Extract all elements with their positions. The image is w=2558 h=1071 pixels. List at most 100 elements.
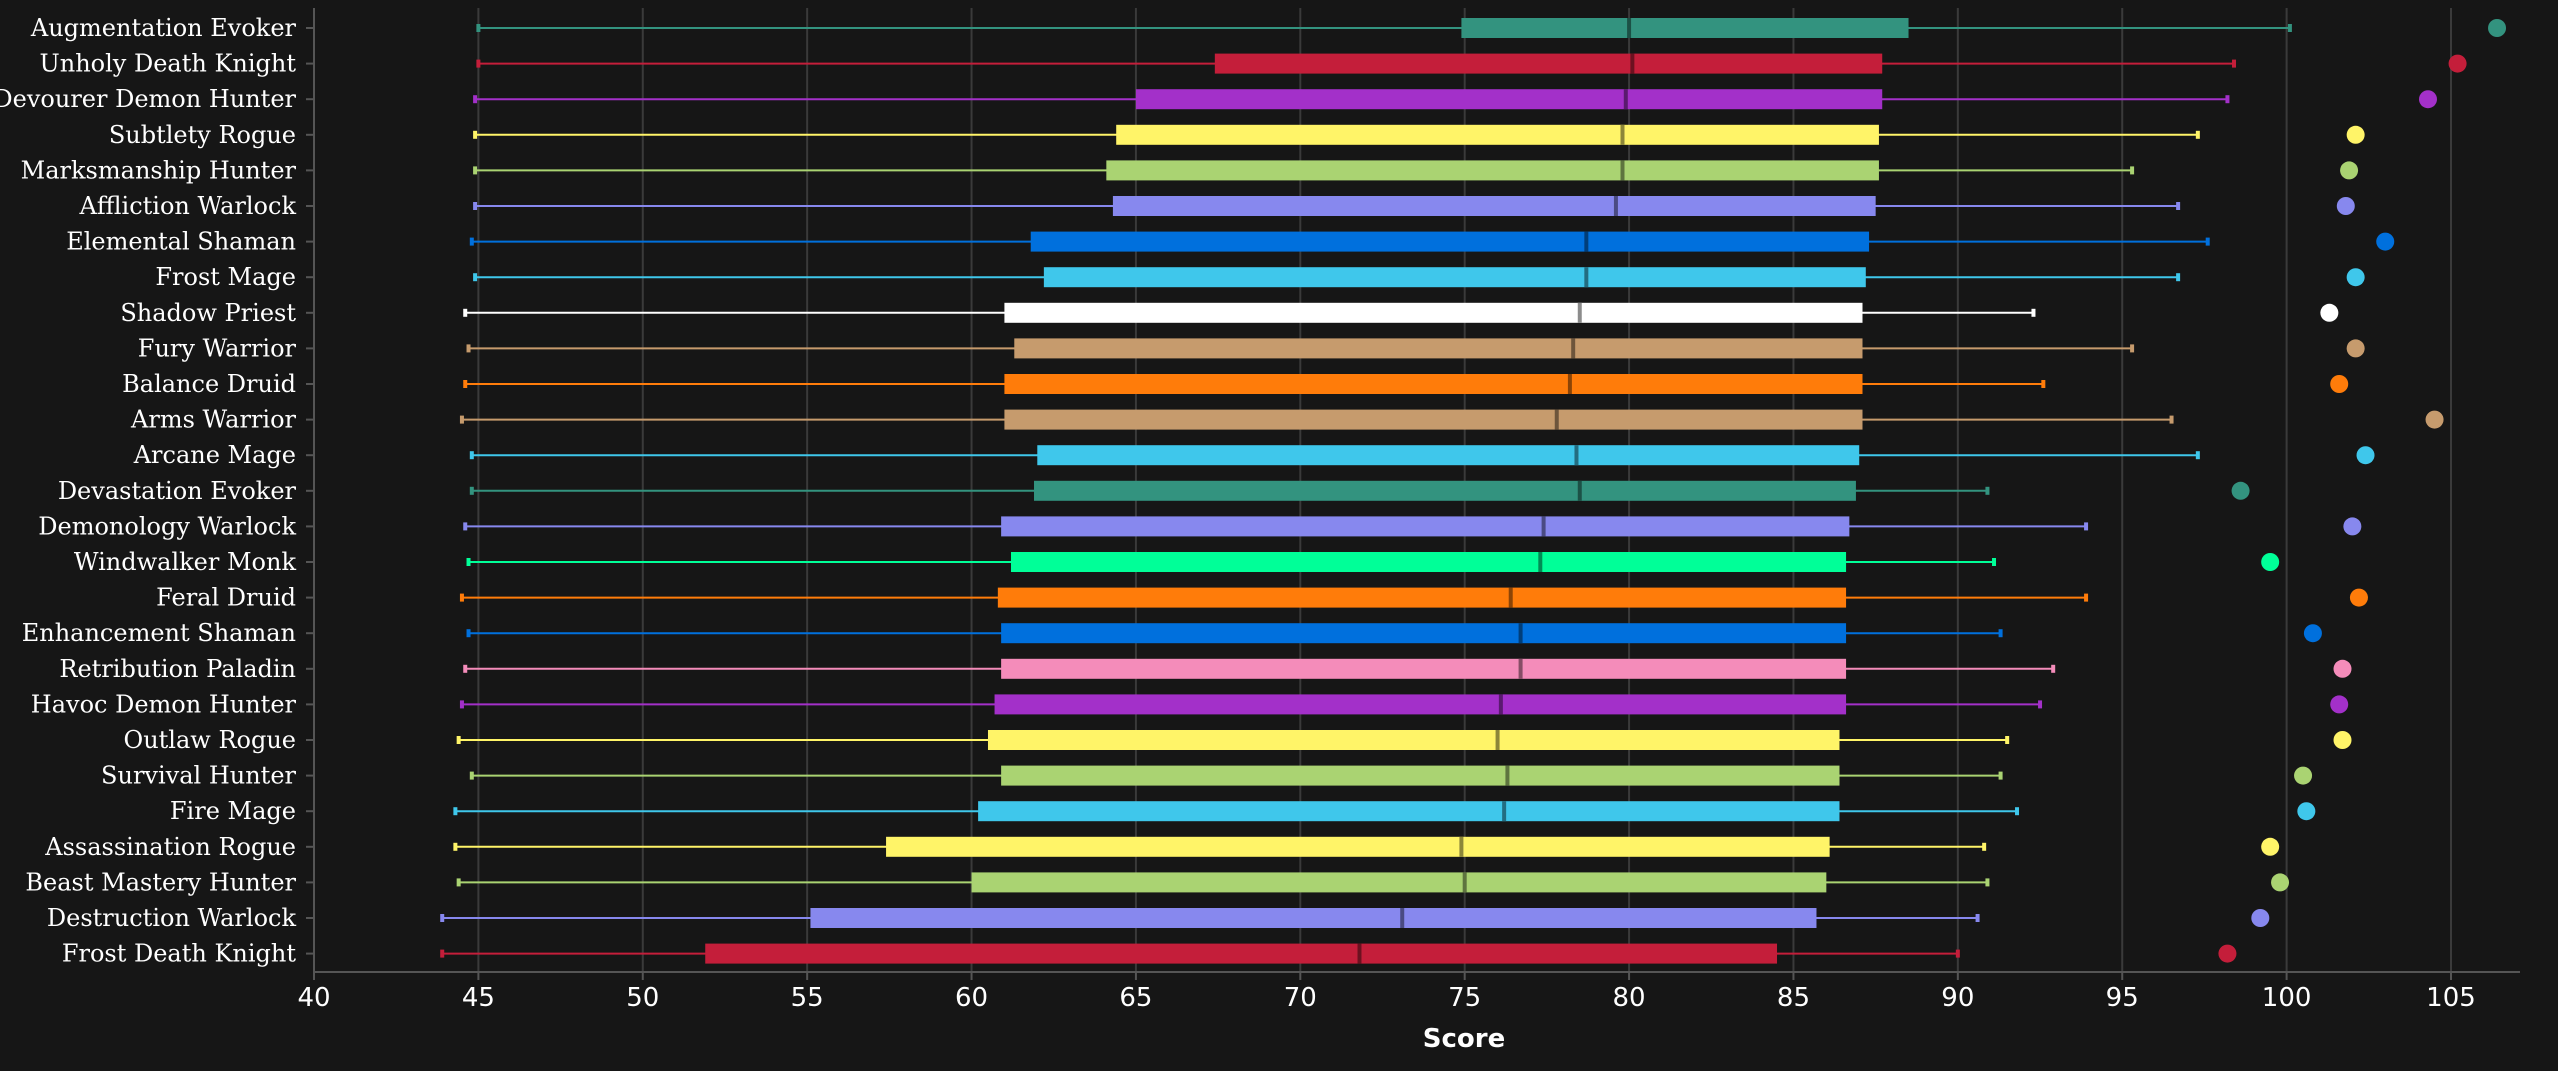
- outlier-point: [2251, 909, 2270, 927]
- category-label: Retribution Paladin: [59, 655, 296, 683]
- category-label: Augmentation Evoker: [30, 14, 297, 42]
- whisker-max-cap: [1992, 558, 1997, 566]
- whisker-max-cap: [1982, 842, 1987, 851]
- outlier-point: [2356, 446, 2375, 465]
- outlier-point: [2346, 339, 2365, 358]
- category-label: Survival Hunter: [101, 762, 296, 790]
- x-tick-label: 80: [1613, 983, 1646, 1013]
- iqr-box: [886, 836, 1830, 857]
- box-row: [473, 89, 2437, 110]
- whisker-min-cap: [473, 202, 478, 210]
- whisker-min-cap: [473, 166, 478, 175]
- outlier-point: [2488, 19, 2507, 37]
- outlier-point: [2333, 659, 2352, 678]
- iqr-box: [1001, 516, 1850, 537]
- iqr-box: [1106, 160, 1879, 181]
- whisker-min-cap: [456, 878, 461, 887]
- whisker-min-cap: [459, 700, 464, 709]
- iqr-box: [1034, 480, 1856, 501]
- whisker-min-cap: [459, 593, 464, 602]
- box-row: [463, 374, 2349, 394]
- whisker-max-cap: [2038, 700, 2043, 709]
- outlier-point: [2330, 695, 2349, 714]
- iqr-box: [994, 694, 1847, 715]
- category-label: Balance Druid: [122, 370, 296, 398]
- iqr-box: [1004, 374, 1863, 394]
- category-label: Enhancement Shaman: [22, 619, 296, 647]
- whisker-min-cap: [469, 237, 474, 246]
- category-label: Fire Mage: [170, 797, 296, 825]
- box-row: [469, 445, 2375, 466]
- category-label: Assassination Rogue: [44, 833, 296, 861]
- x-tick-label: 85: [1777, 983, 1810, 1013]
- whisker-min-cap: [476, 24, 481, 32]
- box-row: [456, 730, 2352, 750]
- outlier-point: [2418, 90, 2437, 109]
- whisker-max-cap: [2232, 59, 2237, 68]
- category-label: Devourer Demon Hunter: [0, 85, 297, 113]
- whisker-max-cap: [1985, 878, 1990, 887]
- box-row: [466, 623, 2322, 644]
- whisker-min-cap: [463, 522, 468, 531]
- whisker-max-cap: [2176, 273, 2181, 282]
- x-tick-label: 95: [2106, 983, 2139, 1013]
- box-row: [473, 267, 2365, 288]
- x-tick-label: 105: [2426, 983, 2476, 1013]
- whisker-min-cap: [473, 273, 478, 282]
- x-tick-label: 70: [1284, 983, 1317, 1013]
- box-row: [469, 765, 2313, 786]
- x-tick-label: 90: [1941, 983, 1974, 1013]
- iqr-box: [1004, 302, 1863, 323]
- outlier-point: [2297, 802, 2316, 821]
- iqr-box: [1135, 89, 1883, 110]
- category-label: Affliction Warlock: [78, 192, 296, 220]
- iqr-box: [1214, 53, 1883, 74]
- label-layer: Augmentation Evoker Unholy Death Knight De…: [0, 14, 297, 968]
- iqr-box: [1004, 409, 1863, 430]
- outlier-point: [2271, 873, 2290, 892]
- box-row: [476, 53, 2467, 74]
- outlier-point: [2320, 303, 2339, 322]
- whisker-min-cap: [473, 130, 478, 139]
- category-label: Elemental Shaman: [66, 228, 296, 256]
- box-row: [466, 552, 2280, 572]
- iqr-box: [1010, 552, 1847, 572]
- whisker-max-cap: [2005, 736, 2010, 744]
- whisker-max-cap: [2051, 664, 2056, 673]
- box-row: [476, 18, 2507, 38]
- whisker-max-cap: [1955, 949, 1960, 958]
- box-row: [473, 196, 2355, 216]
- whisker-min-cap: [466, 629, 471, 638]
- category-label: Feral Druid: [156, 584, 296, 612]
- box-row: [466, 338, 2365, 359]
- whisker-min-cap: [440, 914, 445, 922]
- category-label: Frost Death Knight: [62, 940, 297, 968]
- iqr-box: [1001, 765, 1840, 786]
- whisker-min-cap: [453, 842, 458, 851]
- outlier-point: [2346, 268, 2365, 287]
- iqr-box: [1461, 18, 1909, 38]
- outlier-point: [2231, 481, 2250, 500]
- whisker-min-cap: [466, 558, 471, 566]
- outlier-point: [2336, 197, 2355, 215]
- iqr-box: [1112, 196, 1876, 216]
- box-row: [473, 160, 2359, 181]
- category-label: Unholy Death Knight: [40, 50, 297, 78]
- category-label: Shadow Priest: [120, 299, 296, 327]
- box-row: [453, 836, 2280, 857]
- whisker-min-cap: [469, 771, 474, 780]
- iqr-box: [810, 908, 1817, 928]
- whisker-max-cap: [1985, 486, 1990, 495]
- whisker-min-cap: [463, 664, 468, 673]
- whisker-max-cap: [1998, 629, 2003, 638]
- whisker-max-cap: [2130, 344, 2135, 353]
- whisker-min-cap: [453, 807, 458, 816]
- outlier-point: [2333, 731, 2352, 749]
- whisker-min-cap: [463, 308, 468, 317]
- outlier-point: [2218, 944, 2237, 963]
- iqr-box: [1001, 623, 1847, 644]
- category-label: Devastation Evoker: [58, 477, 297, 505]
- box-row: [469, 231, 2395, 252]
- iqr-box: [1030, 231, 1870, 252]
